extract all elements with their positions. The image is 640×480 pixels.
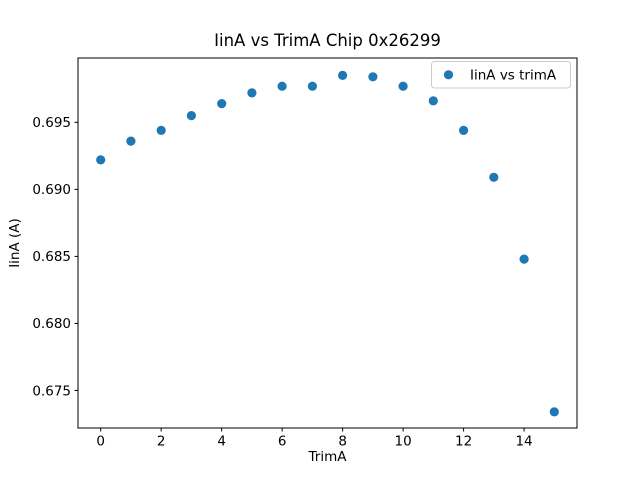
y-tick-label: 0.680 <box>32 316 71 332</box>
x-tick-label: 2 <box>157 434 166 450</box>
ticks-layer: 0 2 4 6 8 10 12 14 0.675 0.680 0.685 0.690 0.695 <box>32 115 532 449</box>
data-point <box>247 88 257 98</box>
x-tick-label: 10 <box>395 434 412 450</box>
data-point <box>126 136 136 146</box>
x-axis-label: TrimA <box>308 449 348 465</box>
data-point <box>156 125 166 135</box>
data-point <box>398 81 408 91</box>
legend-box <box>431 61 571 89</box>
y-tick-label: 0.695 <box>32 115 71 131</box>
x-tick-label: 0 <box>96 434 105 450</box>
axes-frame <box>77 57 578 429</box>
x-tick-label: 14 <box>515 434 532 450</box>
legend: IinA vs trimA <box>431 61 571 89</box>
x-tick-label: 12 <box>455 434 472 450</box>
x-tick-label: 4 <box>217 434 226 450</box>
legend-marker-icon <box>443 70 454 80</box>
data-point <box>519 254 529 264</box>
y-tick-label: 0.690 <box>32 182 71 198</box>
chart-title: IinA vs TrimA Chip 0x26299 <box>214 31 441 50</box>
data-point <box>428 96 438 106</box>
data-point <box>307 81 317 91</box>
data-point <box>338 70 348 80</box>
data-point <box>368 72 378 82</box>
y-axis-label: IinA (A) <box>7 218 23 268</box>
points-layer <box>96 70 559 417</box>
data-point <box>217 99 227 109</box>
data-point <box>96 155 106 165</box>
x-tick-label: 8 <box>338 434 347 450</box>
data-point <box>186 111 196 121</box>
legend-label: IinA vs trimA <box>470 67 557 83</box>
data-point <box>459 125 469 135</box>
y-tick-label: 0.685 <box>32 249 71 265</box>
data-point <box>489 172 499 182</box>
y-tick-label: 0.675 <box>32 383 71 399</box>
x-tick-label: 6 <box>278 434 287 450</box>
data-point <box>549 407 559 417</box>
data-point <box>277 81 287 91</box>
